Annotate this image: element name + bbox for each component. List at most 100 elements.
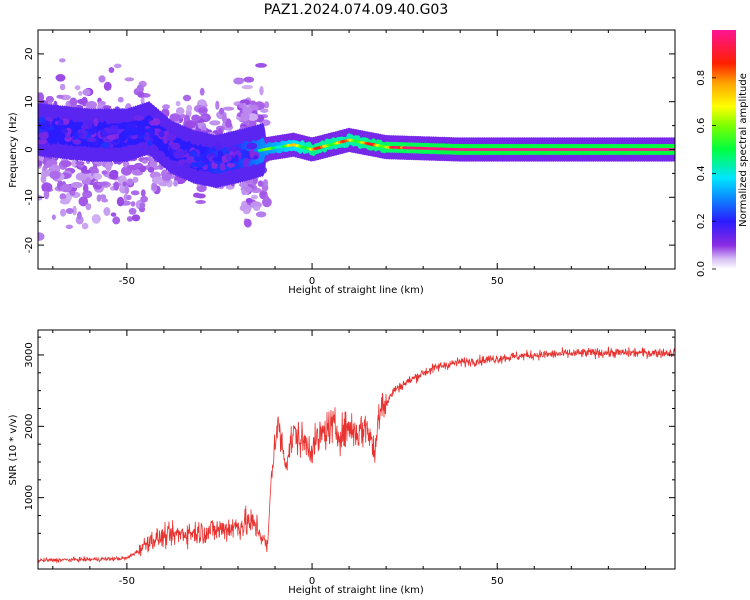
noise-blob — [81, 222, 89, 230]
noise-blob — [108, 171, 119, 180]
noise-blob — [186, 104, 193, 112]
left-blob — [128, 127, 139, 136]
x-tick-label: 0 — [309, 576, 315, 587]
left-blob — [112, 124, 119, 130]
noise-blob — [101, 198, 109, 203]
noise-blob — [122, 181, 128, 187]
noise-blob — [140, 195, 149, 203]
spectrogram-ticks: -50 0 50 -20 -10 0 10 20 — [24, 29, 675, 287]
left-blob — [136, 126, 147, 136]
noise-blob — [103, 81, 112, 91]
noise-blob — [76, 98, 88, 105]
left-blob — [86, 137, 97, 143]
noise-blob — [117, 96, 124, 103]
spectrogram-marks — [38, 58, 675, 241]
left-blob — [106, 134, 117, 141]
noise-blob — [81, 169, 92, 174]
noise-blob — [251, 194, 258, 200]
noise-blob — [141, 159, 148, 164]
noise-blob — [82, 183, 89, 193]
left-blob — [118, 131, 127, 142]
noise-blob — [77, 211, 82, 220]
left-blob — [249, 148, 255, 159]
noise-blob — [132, 176, 139, 183]
noise-blob — [199, 87, 205, 96]
noise-blob — [264, 101, 270, 109]
noise-blob — [60, 184, 72, 193]
noise-blob — [75, 172, 88, 181]
y-tick-label: 1000 — [24, 485, 35, 510]
noise-blob — [260, 108, 269, 113]
noise-blob — [238, 102, 244, 109]
noise-blob — [110, 212, 117, 217]
noise-blob — [182, 94, 192, 102]
noise-blob — [96, 181, 109, 186]
noise-blob — [60, 160, 72, 168]
y-tick-label: 0 — [24, 146, 35, 152]
y-tick-label: -10 — [24, 189, 35, 205]
noise-blob — [215, 100, 220, 110]
noise-blob — [103, 207, 111, 216]
left-blob — [219, 162, 226, 171]
noise-blob — [113, 63, 122, 69]
left-blob — [173, 150, 183, 159]
noise-blob — [44, 164, 50, 169]
noise-blob — [43, 189, 50, 200]
noise-blob — [40, 174, 47, 184]
left-blob — [158, 130, 165, 138]
colorbar-gradient — [712, 30, 736, 269]
noise-blob — [136, 84, 144, 94]
noise-blob — [116, 196, 125, 207]
left-blob — [226, 145, 237, 152]
noise-blob — [85, 101, 98, 109]
y-tick-label: 10 — [24, 95, 35, 108]
left-blob — [225, 154, 231, 161]
left-blob — [193, 161, 205, 168]
left-blob — [100, 142, 111, 148]
noise-blob — [162, 104, 170, 110]
noise-blob — [222, 106, 235, 111]
noise-blob — [112, 216, 121, 225]
noise-blob — [191, 114, 201, 122]
noise-blob — [78, 91, 83, 96]
noise-blob — [243, 209, 251, 215]
noise-blob — [247, 113, 259, 121]
colorbar-tick-label: 0.2 — [696, 213, 707, 229]
x-tick-label: 0 — [309, 276, 315, 287]
noise-blob — [219, 107, 225, 115]
noise-blob — [233, 77, 245, 85]
snr-panel: -50 0 50 1000 2000 3000 Height of straight li… — [8, 329, 676, 596]
noise-blob — [45, 95, 55, 103]
noise-blob — [257, 180, 264, 187]
noise-blob — [227, 123, 233, 128]
noise-blob — [245, 197, 253, 204]
noise-blob — [151, 182, 158, 191]
noise-blob — [221, 113, 227, 124]
noise-blob — [161, 173, 172, 182]
noise-blob — [71, 159, 77, 168]
noise-blob — [99, 194, 107, 200]
noise-blob — [43, 182, 53, 192]
colorbar-tick-label: 0.4 — [696, 165, 707, 181]
noise-blob — [108, 67, 115, 73]
noise-blob — [140, 96, 145, 105]
noise-blob — [262, 197, 272, 208]
snr-xlabel: Height of straight line (km) — [288, 585, 424, 596]
left-blob — [61, 129, 69, 134]
noise-blob — [140, 189, 146, 197]
noise-blob — [197, 107, 208, 113]
noise-blob — [196, 193, 206, 199]
noise-blob — [253, 206, 261, 211]
noise-blob — [98, 75, 106, 83]
colorbar: 0.0 0.2 0.4 0.6 0.8 Normalized spectral ampl… — [696, 30, 749, 277]
noise-blob — [38, 232, 45, 241]
noise-blob — [65, 208, 74, 214]
noise-blob — [93, 173, 103, 180]
left-blob — [93, 117, 99, 127]
noise-blob — [239, 182, 248, 188]
noise-blob — [69, 190, 76, 196]
noise-blob — [38, 92, 45, 103]
y-tick-label: 3000 — [24, 342, 35, 367]
noise-blob — [126, 216, 133, 222]
colorbar-label: Normalized spectral amplitude — [738, 73, 749, 227]
